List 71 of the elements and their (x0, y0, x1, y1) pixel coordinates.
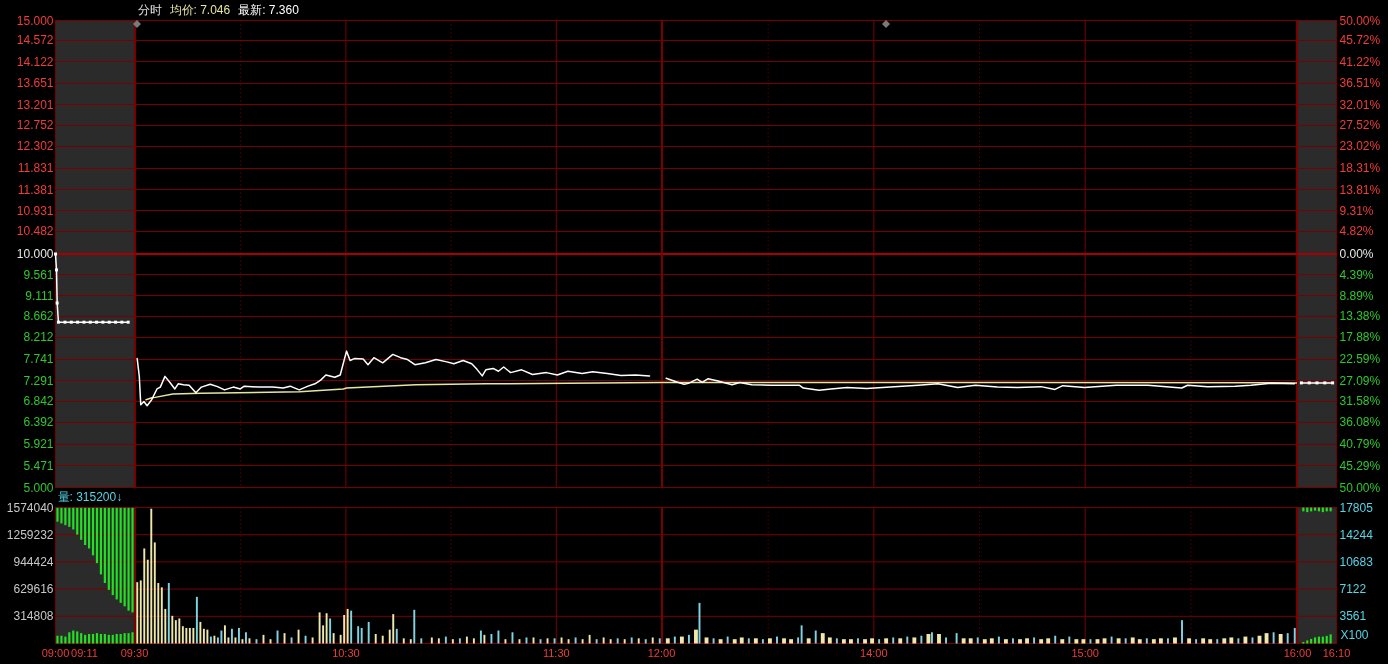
y-tick-label: 41.22% (1339, 54, 1381, 69)
y-tick-label: 31.58% (1339, 394, 1381, 409)
y-tick-label: 17.88% (1339, 330, 1381, 345)
y-tick-label: 17805 (1339, 500, 1374, 515)
y-tick-label: 7.741 (23, 352, 54, 367)
y-tick-label: 1259232 (6, 527, 54, 542)
y-tick-label: 36.51% (1339, 76, 1381, 91)
y-tick-label: 314808 (13, 609, 54, 624)
y-tick-label: 8.662 (23, 309, 54, 324)
y-tick-label: 3561 (1339, 609, 1367, 624)
y-tick-label: 10.000 (16, 247, 54, 261)
y-tick-label: 12.302 (16, 139, 54, 154)
x-tick-label: 09:30 (120, 647, 149, 659)
y-tick-label: 45.29% (1339, 458, 1381, 473)
y-tick-label: 22.59% (1339, 352, 1381, 367)
y-tick-label: 14.572 (16, 33, 54, 48)
y-tick-label: 5.000 (23, 480, 54, 495)
x-tick-label: 14:00 (860, 647, 888, 659)
y-tick-label: 629616 (13, 582, 54, 597)
y-tick-label: 8.212 (23, 330, 54, 345)
y-tick-label: 4.39% (1339, 267, 1374, 282)
y-tick-label: 27.52% (1339, 118, 1381, 133)
y-tick-label: 1574040 (6, 500, 54, 515)
y-tick-label: 50.00% (1339, 13, 1381, 28)
x-tick-label: 09:11 (71, 647, 98, 659)
y-tick-label: 23.02% (1339, 139, 1381, 154)
y-tick-label: 45.72% (1339, 33, 1381, 48)
y-tick-label: 7.291 (23, 373, 54, 388)
x-tick-label: 12:00 (647, 647, 676, 659)
y-tick-label: 50.00% (1339, 480, 1381, 495)
y-tick-label: 4.82% (1339, 224, 1374, 239)
x-tick-label: 15:00 (1071, 647, 1099, 659)
text: 最新: 7.360 (238, 2, 300, 17)
x-tick-label: 09:00 (41, 647, 70, 659)
y-tick-label: 12.752 (16, 118, 54, 133)
y-tick-label: 11.831 (17, 161, 54, 176)
y-tick-label: 13.38% (1339, 309, 1381, 324)
y-tick-label: 40.79% (1339, 437, 1381, 452)
y-tick-label: 8.89% (1339, 288, 1374, 303)
y-tick-label: 14.122 (16, 54, 54, 69)
y-tick-label: 36.08% (1339, 415, 1381, 430)
y-tick-label: 11.381 (17, 182, 54, 197)
x-tick-label: 11:30 (542, 647, 570, 659)
y-tick-label: 32.01% (1339, 97, 1381, 112)
y-tick-label: 15.000 (16, 13, 54, 28)
y-tick-label: 9.31% (1339, 203, 1374, 218)
y-tick-label: 10683 (1339, 554, 1374, 569)
y-tick-label: 13.651 (16, 76, 54, 91)
y-tick-label: 6.392 (23, 415, 54, 430)
y-tick-label: 7122 (1339, 582, 1367, 597)
y-tick-label: 5.471 (23, 458, 54, 473)
y-tick-label: 27.09% (1339, 373, 1381, 388)
y-tick-label: 14244 (1339, 527, 1374, 542)
y-tick-label: 13.201 (16, 97, 54, 112)
text: 均价: 7.046 (168, 2, 231, 17)
y-tick-label: 9.561 (23, 267, 54, 282)
y-tick-label: 0.00% (1339, 247, 1374, 261)
y-tick-label: 6.842 (23, 394, 54, 409)
x-tick-label: 16:00 (1283, 647, 1312, 659)
y-tick-label: 5.921 (23, 437, 54, 452)
y-axis-title: X100 (1340, 627, 1369, 642)
y-tick-label: 10.482 (16, 224, 54, 239)
x-tick-label: 10:30 (332, 647, 360, 659)
y-tick-label: 18.31% (1339, 161, 1381, 176)
y-tick-label: 9.111 (25, 288, 54, 303)
y-tick-label: 10.931 (16, 203, 54, 218)
y-tick-label: 944424 (13, 554, 54, 569)
chart-title: 分时 (137, 2, 162, 17)
chart-title: 量: 315200↓ (57, 489, 123, 504)
x-tick-label: 16:10 (1322, 647, 1351, 659)
y-tick-label: 13.81% (1339, 182, 1381, 197)
